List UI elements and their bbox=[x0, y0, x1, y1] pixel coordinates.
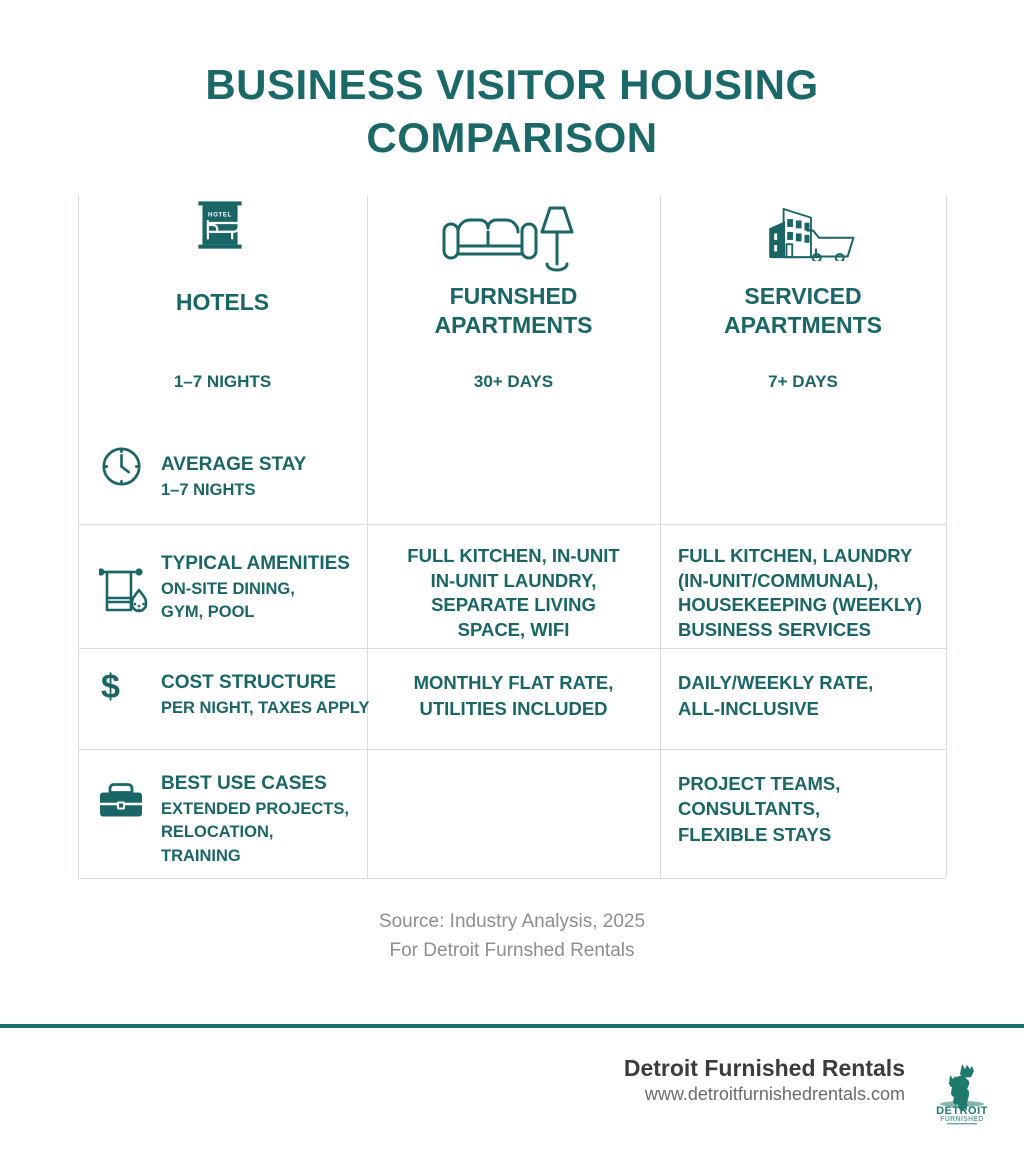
svg-text:HOTEL: HOTEL bbox=[208, 212, 232, 218]
svg-text:FURNISHED: FURNISHED bbox=[940, 1116, 984, 1123]
